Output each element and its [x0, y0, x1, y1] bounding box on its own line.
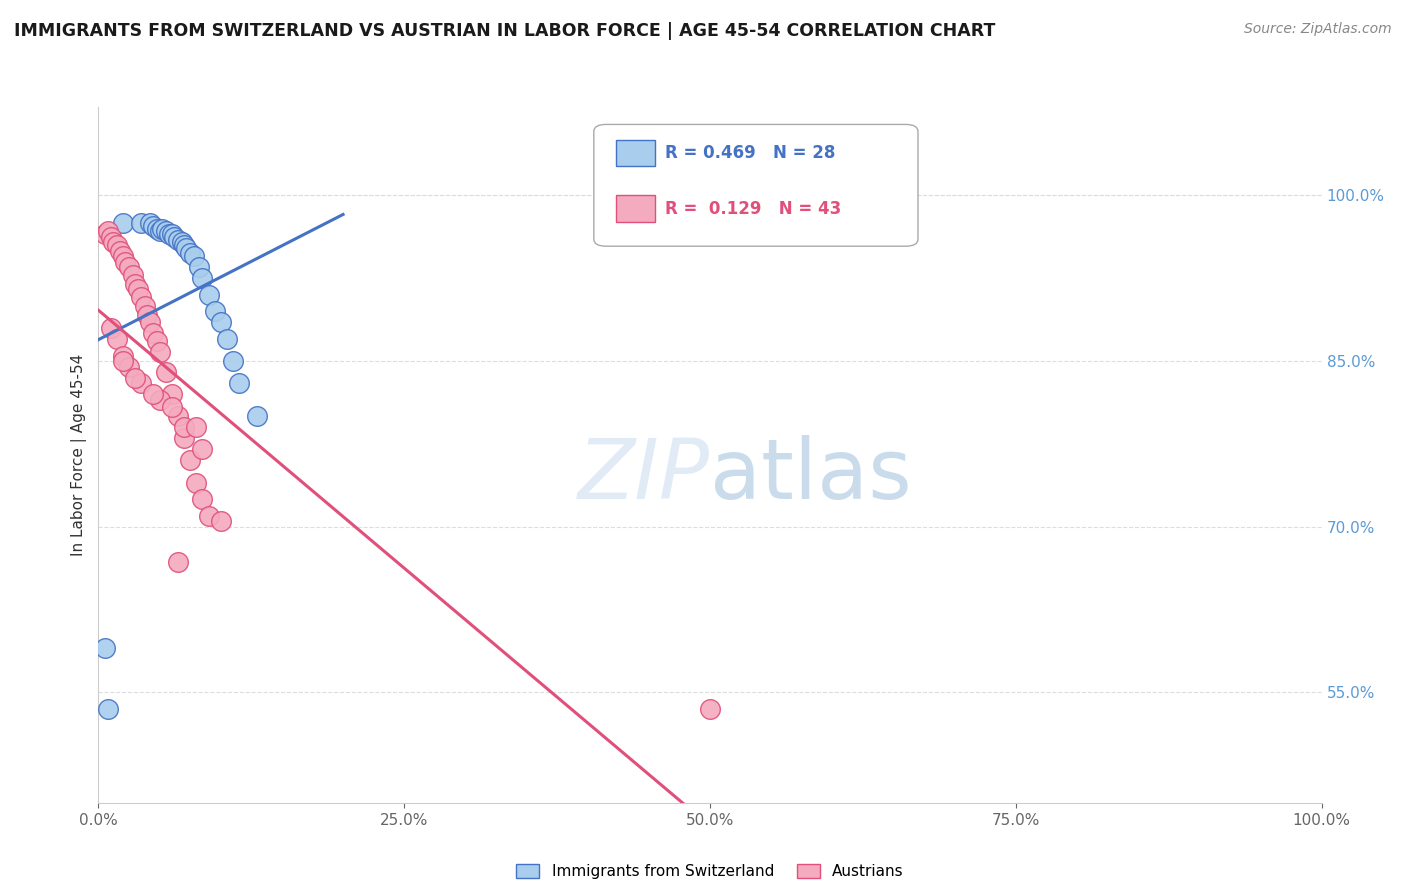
Point: [157, 227, 180, 241]
Point: [167, 555, 190, 569]
Point: [179, 453, 201, 467]
FancyBboxPatch shape: [616, 195, 655, 222]
Point: [142, 326, 165, 341]
Text: Source: ZipAtlas.com: Source: ZipAtlas.com: [1244, 22, 1392, 37]
Point: [129, 290, 152, 304]
Point: [124, 370, 146, 384]
Point: [215, 332, 238, 346]
Point: [136, 308, 159, 322]
Point: [100, 321, 122, 335]
Point: [127, 282, 149, 296]
Point: [139, 216, 162, 230]
Point: [186, 475, 208, 490]
Point: [155, 365, 177, 379]
Point: [173, 420, 195, 434]
Point: [149, 224, 172, 238]
Point: [101, 235, 124, 249]
Point: [97, 224, 120, 238]
Point: [222, 354, 245, 368]
Point: [160, 227, 183, 241]
Point: [142, 219, 165, 234]
Point: [187, 260, 209, 275]
Point: [93, 641, 115, 656]
Point: [176, 241, 198, 255]
Legend: Immigrants from Switzerland, Austrians: Immigrants from Switzerland, Austrians: [510, 858, 910, 886]
Text: IMMIGRANTS FROM SWITZERLAND VS AUSTRIAN IN LABOR FORCE | AGE 45-54 CORRELATION C: IMMIGRANTS FROM SWITZERLAND VS AUSTRIAN …: [14, 22, 995, 40]
Point: [146, 334, 169, 348]
Point: [204, 304, 226, 318]
Text: ZIP: ZIP: [578, 435, 710, 516]
Point: [186, 420, 208, 434]
FancyBboxPatch shape: [616, 140, 655, 166]
FancyBboxPatch shape: [593, 125, 918, 246]
Point: [105, 332, 128, 346]
Point: [197, 508, 219, 523]
Point: [139, 315, 162, 329]
Point: [150, 221, 173, 235]
Point: [129, 376, 152, 391]
Point: [129, 216, 152, 230]
Text: R =  0.129   N = 43: R = 0.129 N = 43: [665, 200, 841, 218]
Point: [209, 514, 232, 528]
Point: [93, 227, 115, 241]
Y-axis label: In Labor Force | Age 45-54: In Labor Force | Age 45-54: [72, 354, 87, 556]
Point: [134, 299, 156, 313]
Point: [110, 244, 132, 258]
Point: [149, 345, 172, 359]
Point: [142, 387, 165, 401]
Point: [111, 349, 134, 363]
Point: [97, 702, 120, 716]
Point: [191, 492, 214, 507]
Point: [111, 249, 134, 263]
Point: [105, 238, 128, 252]
Point: [111, 354, 134, 368]
Point: [118, 260, 141, 275]
Point: [246, 409, 269, 424]
Point: [167, 409, 190, 424]
Point: [699, 702, 721, 716]
Point: [155, 224, 177, 238]
Point: [124, 277, 146, 291]
Point: [111, 216, 134, 230]
Point: [167, 233, 190, 247]
Point: [146, 221, 169, 235]
Point: [183, 249, 205, 263]
Point: [209, 315, 232, 329]
Point: [191, 442, 214, 457]
Point: [179, 245, 201, 260]
Point: [191, 271, 214, 285]
Text: R = 0.469   N = 28: R = 0.469 N = 28: [665, 144, 835, 162]
Point: [118, 359, 141, 374]
Point: [121, 268, 143, 282]
Point: [163, 230, 186, 244]
Point: [228, 376, 250, 391]
Text: atlas: atlas: [710, 435, 911, 516]
Point: [149, 392, 172, 407]
Point: [173, 238, 195, 252]
Point: [197, 287, 219, 301]
Point: [114, 254, 136, 268]
Point: [160, 401, 183, 415]
Point: [173, 431, 195, 445]
Point: [160, 387, 183, 401]
Point: [170, 235, 193, 249]
Point: [100, 230, 122, 244]
